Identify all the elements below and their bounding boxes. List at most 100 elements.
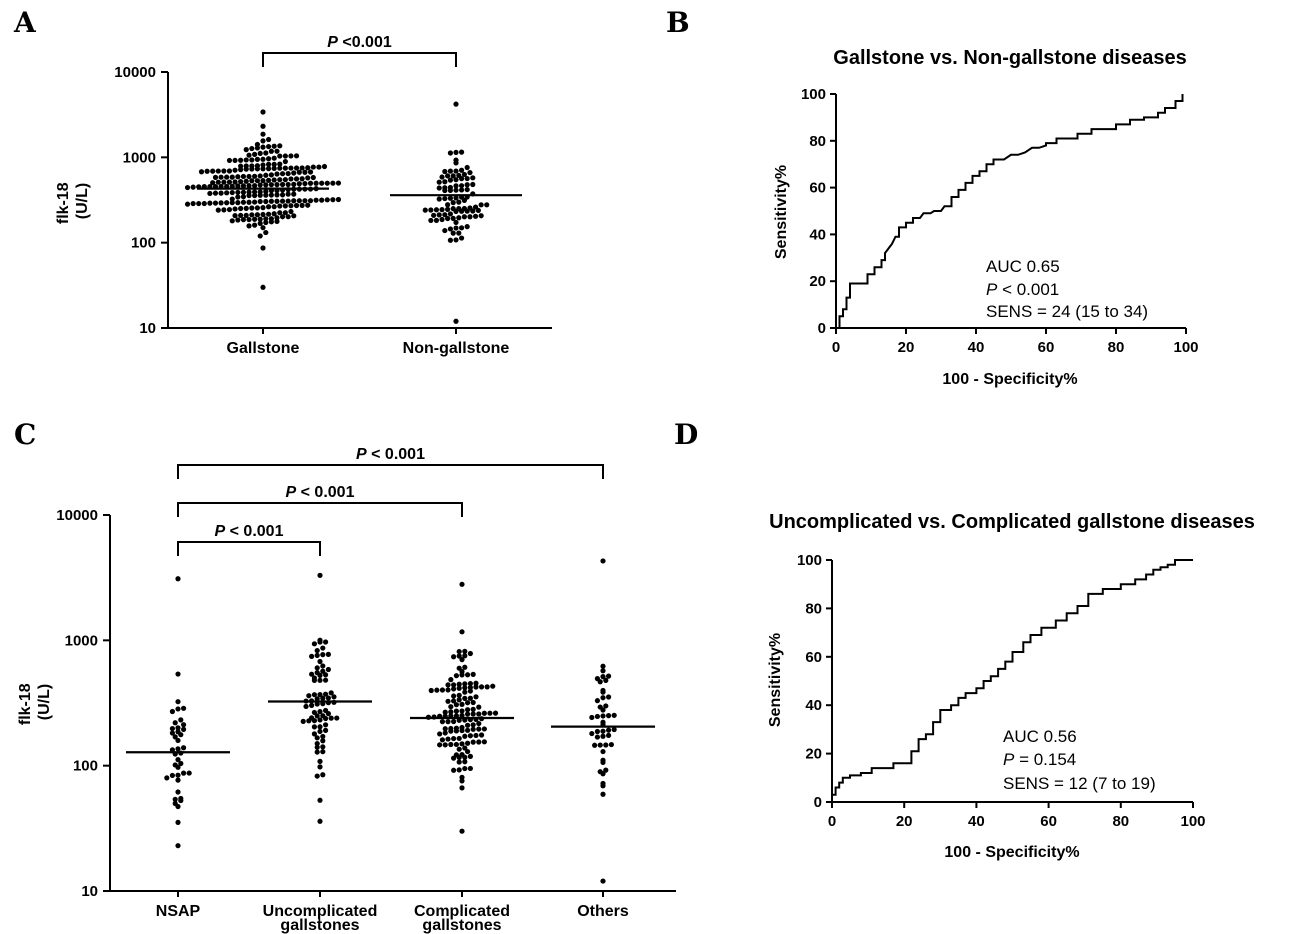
- panel-c-dot-uncomplicated-gallstones-54: [334, 715, 340, 721]
- panel-a-dot-gallstone-130: [212, 190, 219, 196]
- panel-a-dot-gallstone-2: [260, 131, 266, 137]
- panel-a-dot-gallstone-235: [260, 225, 266, 231]
- panel-a-dot-gallstone-7: [249, 145, 255, 152]
- panel-a-xtick-label-gallstone: Gallstone: [227, 340, 300, 357]
- panel-c-dot-complicated-gallstones-102: [437, 742, 443, 748]
- panel-c-dot-complicated-gallstones-6: [462, 653, 468, 659]
- panel-c-dot-complicated-gallstones-97: [456, 735, 462, 742]
- panel-c-dot-nsap-1: [175, 671, 181, 677]
- panel-c-dot-uncomplicated-gallstones-48: [300, 718, 306, 724]
- panel-c-dot-uncomplicated-gallstones-58: [311, 731, 318, 737]
- panel-d-pvalue: P = 0.154: [1003, 750, 1076, 769]
- panel-a-dot-gallstone-129: [207, 190, 213, 197]
- panel-a-dot-gallstone-99: [305, 175, 311, 181]
- panel-c-dot-nsap-30: [186, 770, 192, 776]
- panel-c-dot-complicated-gallstones-2: [456, 648, 462, 655]
- panel-a-dot-gallstone-44: [215, 168, 221, 174]
- panel-a-dot-non-gallstone-21: [458, 176, 465, 182]
- panel-a-dot-gallstone-48: [238, 167, 244, 173]
- panel-a-dot-non-gallstone-18: [442, 179, 448, 185]
- panel-c-dot-complicated-gallstones-129: [459, 828, 465, 834]
- panel-a-dot-gallstone-98: [299, 176, 305, 182]
- panel-a-dot-gallstone-225: [274, 215, 280, 221]
- panel-a-dot-gallstone-55: [277, 165, 283, 171]
- panel-a-dot-gallstone-194: [243, 205, 249, 211]
- panel-a-dot-gallstone-72: [257, 173, 263, 179]
- panel-c-dot-complicated-gallstones-42: [462, 695, 468, 701]
- panel-a-dot-gallstone-90: [254, 178, 261, 184]
- panel-a-dot-gallstone-23: [249, 157, 255, 163]
- panel-a-dot-gallstone-152: [246, 192, 252, 199]
- panel-a-dot-non-gallstone-81: [453, 225, 459, 231]
- panel-a-dot-gallstone-189: [215, 207, 221, 213]
- panel-c-dot-uncomplicated-gallstones-32: [320, 695, 326, 701]
- panel-c-dot-complicated-gallstones-47: [459, 701, 465, 707]
- panel-a-dot-non-gallstone-79: [442, 227, 448, 234]
- panel-a-dot-gallstone-131: [218, 190, 224, 196]
- panel-a-dot-gallstone-132: [224, 190, 230, 196]
- panel-a-dot-gallstone-182: [302, 198, 308, 204]
- panel-c-bracket-1: [177, 541, 321, 556]
- panel-c-dot-others-19: [605, 713, 612, 719]
- panel-a-dot-gallstone-172: [246, 199, 252, 205]
- panel-a-dot-gallstone-134: [235, 189, 241, 196]
- panel-a-dot-non-gallstone-34: [458, 187, 465, 193]
- panel-a-dot-gallstone-58: [293, 165, 300, 171]
- panel-c-dot-uncomplicated-gallstones-57: [322, 722, 329, 728]
- panel-a-dot-non-gallstone-29: [464, 182, 470, 188]
- panel-c-dot-uncomplicated-gallstones-6: [320, 645, 326, 651]
- panel-c-dot-complicated-gallstones-111: [456, 746, 462, 752]
- panel-letter-b: B: [666, 6, 690, 39]
- panel-c-ylabel-line2: (U/L): [36, 684, 53, 720]
- panel-c-xtick-label-uncomplicated-gallstones: Uncomplicated: [263, 903, 378, 920]
- panel-c-ytick-label-10: 10: [81, 883, 98, 900]
- panel-a-dot-gallstone-30: [288, 153, 294, 159]
- panel-c-dot-complicated-gallstones-92: [476, 726, 482, 732]
- panel-c-dot-complicated-gallstones-115: [464, 748, 471, 755]
- panel-c-dot-uncomplicated-gallstones-17: [325, 666, 331, 673]
- panel-d-pvalue-p: P: [1003, 750, 1015, 769]
- panel-c-dot-nsap-38: [175, 819, 181, 825]
- panel-a-ytick-label-100: 100: [131, 235, 156, 252]
- panel-c-dot-complicated-gallstones-124: [462, 765, 468, 772]
- panel-c-dot-uncomplicated-gallstones-19: [317, 672, 323, 678]
- panel-a-dot-gallstone-54: [271, 165, 277, 172]
- panel-c-dot-uncomplicated-gallstones-3: [317, 639, 323, 645]
- panel-a-dot-gallstone-202: [288, 203, 294, 209]
- panel-c-dot-complicated-gallstones-24: [434, 687, 440, 693]
- panel-b-pvalue: P < 0.001: [986, 280, 1059, 299]
- panel-a-dot-non-gallstone-76: [472, 213, 479, 219]
- panel-a-dot-gallstone-31: [293, 153, 300, 159]
- panel-a-dot-gallstone-215: [282, 210, 288, 216]
- panel-c-dot-complicated-gallstones-50: [442, 709, 448, 715]
- panel-c-dot-complicated-gallstones-84: [476, 720, 482, 727]
- panel-c-bracket-label-3: P < 0.001: [356, 446, 425, 463]
- panel-c-dot-complicated-gallstones-10: [462, 664, 468, 670]
- panel-a-dot-non-gallstone-66: [470, 208, 476, 214]
- panel-a-dot-gallstone-87: [238, 179, 244, 185]
- panel-c-dot-complicated-gallstones-23: [428, 687, 434, 694]
- panel-a-dot-gallstone-95: [282, 177, 288, 183]
- panel-a-dot-gallstone-71: [252, 173, 258, 179]
- panel-c-dot-uncomplicated-gallstones-45: [314, 713, 320, 719]
- panel-a-ylabel-line1: flk-18: [55, 182, 72, 224]
- panel-c-dot-others-35: [600, 748, 606, 755]
- panel-a-dot-gallstone-191: [226, 206, 233, 213]
- panel-c-dot-complicated-gallstones-85: [437, 731, 443, 737]
- panel-c-bracket-3: [177, 464, 604, 479]
- panel-c-dot-complicated-gallstones-72: [451, 718, 457, 725]
- panel-c-dot-complicated-gallstones-119: [467, 753, 473, 759]
- panel-a-dot-gallstone-207: [238, 212, 244, 219]
- panel-b-xtick-label-100: 100: [1173, 339, 1198, 356]
- panel-c-dot-others-42: [600, 783, 606, 789]
- panel-c-dot-complicated-gallstones-69: [492, 710, 499, 716]
- panel-c-dot-others-28: [594, 734, 601, 740]
- panel-a-dot-non-gallstone-36: [436, 196, 442, 202]
- panel-c-dot-nsap-26: [164, 775, 170, 781]
- panel-c-dot-uncomplicated-gallstones-62: [320, 733, 326, 740]
- panel-a-dot-gallstone-75: [274, 171, 280, 177]
- panel-a-dot-non-gallstone-22: [464, 175, 470, 182]
- panel-c-dot-uncomplicated-gallstones-42: [317, 708, 323, 715]
- panel-d-xtick-label-20: 20: [896, 813, 913, 830]
- panel-a-bracket-label-1-rest: <0.001: [338, 34, 392, 51]
